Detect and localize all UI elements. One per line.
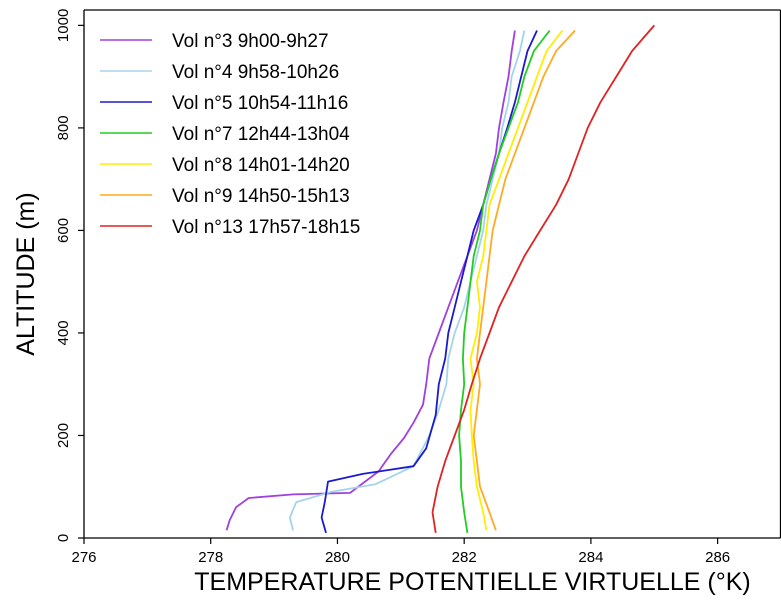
x-tick-label: 278 [198,549,223,566]
y-tick-label: 600 [55,218,72,243]
legend-label-2: Vol n°4 9h58-10h26 [172,62,339,83]
legend: Vol n°3 9h00-9h27 Vol n°4 9h58-10h26 Vol n… [100,31,360,238]
legend-label-1: Vol n°3 9h00-9h27 [172,31,329,52]
legend-label-6: Vol n°9 14h50-15h13 [172,186,350,207]
y-tick-label: 1000 [55,9,72,42]
x-tick-label: 284 [578,549,603,566]
x-axis-title: TEMPERATURE POTENTIELLE VIRTUELLE (°K) [194,568,750,596]
x-axis-ticks: 276 278 280 282 284 286 [71,538,730,566]
x-tick-label: 286 [705,549,730,566]
series-line-3 [320,30,538,534]
legend-label-4: Vol n°7 12h44-13h04 [172,124,350,145]
series-line-4 [458,29,551,534]
y-axis-ticks: 0 200 400 600 800 1000 [55,9,84,542]
series-line-5 [469,29,564,531]
x-tick-label: 280 [325,549,350,566]
series-line-7 [431,24,655,534]
y-tick-label: 400 [55,320,72,345]
legend-label-5: Vol n°8 14h01-14h20 [172,155,350,176]
y-tick-label: 0 [55,534,72,542]
legend-label-7: Vol n°13 17h57-18h15 [172,217,360,238]
series-line-6 [472,29,576,531]
x-tick-label: 276 [71,549,96,566]
x-tick-label: 282 [452,549,477,566]
y-axis-title: ALTITUDE (m) [12,192,40,355]
y-tick-label: 800 [55,115,72,140]
series-line-2 [289,30,526,531]
series-lines [225,24,655,534]
series-line-1 [225,30,516,531]
y-tick-label: 200 [55,423,72,448]
legend-label-3: Vol n°5 10h54-11h16 [172,93,348,114]
plot-area [83,9,781,539]
